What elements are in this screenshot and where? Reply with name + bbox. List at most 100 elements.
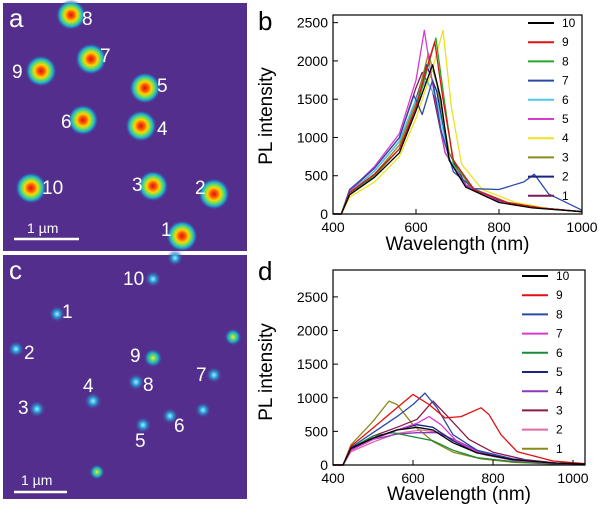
spot-2 bbox=[198, 178, 230, 210]
unlabeled-spot bbox=[224, 328, 242, 346]
spot-10 bbox=[15, 172, 47, 204]
panel-c-scale-bar-label: 1 µm bbox=[21, 472, 52, 488]
legend-label-6: 6 bbox=[562, 93, 569, 107]
spot-label-8: 8 bbox=[82, 9, 93, 30]
y-tick-label: 1500 bbox=[297, 356, 328, 372]
legend-label-3: 3 bbox=[556, 403, 563, 417]
legend-label-8: 8 bbox=[562, 54, 569, 68]
legend-label-5: 5 bbox=[562, 112, 569, 126]
y-tick-label: 1500 bbox=[297, 91, 328, 107]
spot-label-5: 5 bbox=[157, 76, 168, 97]
spot-2 bbox=[7, 340, 25, 358]
series-line-4 bbox=[333, 29, 583, 215]
legend-label-9: 9 bbox=[562, 35, 569, 49]
unlabeled-spot bbox=[89, 464, 105, 480]
legend-label-6: 6 bbox=[556, 346, 563, 360]
panel-a-scale-bar-label: 1 µm bbox=[27, 220, 58, 236]
legend-label-4: 4 bbox=[562, 131, 569, 145]
unlabeled-spot bbox=[166, 249, 184, 267]
spot-9 bbox=[25, 55, 57, 87]
x-axis-label: Wavelength (nm) bbox=[387, 484, 531, 505]
legend-label-7: 7 bbox=[556, 327, 563, 341]
x-tick-label: 400 bbox=[321, 219, 345, 235]
spot-5 bbox=[134, 416, 152, 434]
panel-a-background bbox=[3, 3, 247, 251]
spot-label-6: 6 bbox=[61, 112, 72, 133]
spot-6 bbox=[67, 104, 99, 136]
chart-b-series bbox=[333, 29, 583, 215]
legend-label-1: 1 bbox=[556, 442, 563, 456]
spot-label-2: 2 bbox=[24, 343, 35, 364]
legend-label-2: 2 bbox=[556, 423, 563, 437]
y-tick-label: 1000 bbox=[297, 129, 328, 145]
y-tick-label: 2500 bbox=[297, 289, 328, 305]
spot-label-8: 8 bbox=[143, 375, 154, 396]
spot-label-6: 6 bbox=[174, 416, 185, 437]
spot-3 bbox=[28, 400, 46, 418]
x-tick-label: 1000 bbox=[557, 470, 588, 486]
legend-label-4: 4 bbox=[556, 384, 563, 398]
chart-b-frame bbox=[332, 14, 583, 215]
x-tick-label: 800 bbox=[481, 470, 505, 486]
spot-label-2: 2 bbox=[195, 178, 206, 199]
series-line-9 bbox=[333, 41, 583, 215]
y-tick-label: 0 bbox=[320, 206, 328, 222]
spot-7 bbox=[205, 366, 223, 384]
x-axis-label: Wavelength (nm) bbox=[386, 234, 530, 255]
legend-label-8: 8 bbox=[556, 307, 563, 321]
series-line-10 bbox=[333, 426, 586, 466]
chart-d-series bbox=[333, 392, 586, 466]
chart-d: d 400 600 800 1000 0 500 1000 1500 2000 2500 Wavel… bbox=[256, 256, 589, 505]
spot-label-1: 1 bbox=[62, 302, 73, 323]
panel-c-letter: c bbox=[9, 255, 22, 285]
x-tick-label: 600 bbox=[404, 219, 428, 235]
spot-3 bbox=[137, 170, 169, 202]
spot-label-10: 10 bbox=[123, 269, 144, 290]
y-tick-label: 1000 bbox=[297, 390, 328, 406]
spot-1 bbox=[48, 305, 66, 323]
spot-4 bbox=[125, 110, 157, 142]
panel-a-spots: 1 2 3 4 5 6 78 9 10 bbox=[12, 0, 230, 252]
y-tick-label: 2000 bbox=[297, 323, 328, 339]
y-tick-label: 2500 bbox=[297, 15, 328, 31]
series-line-5 bbox=[333, 29, 583, 215]
y-tick-label: 2000 bbox=[297, 53, 328, 69]
legend-label-7: 7 bbox=[562, 74, 569, 88]
panel-c-spots: 1 2 3 4 5 6 7 89 10 bbox=[7, 249, 242, 480]
legend-label-5: 5 bbox=[556, 365, 563, 379]
spot-label-9: 9 bbox=[12, 62, 23, 83]
legend-label-10: 10 bbox=[556, 269, 570, 283]
spot-1 bbox=[166, 220, 198, 252]
legend-label-9: 9 bbox=[556, 288, 563, 302]
spot-4 bbox=[83, 391, 103, 411]
spot-label-4: 4 bbox=[83, 376, 94, 397]
y-tick-label: 500 bbox=[305, 423, 329, 439]
x-tick-label: 1000 bbox=[566, 219, 597, 235]
spot-10 bbox=[144, 270, 162, 288]
series-line-7 bbox=[333, 415, 586, 466]
x-tick-label: 400 bbox=[321, 470, 345, 486]
panel-c-image: c 1 2 3 4 5 6 7 89 10 1 µm bbox=[3, 249, 247, 499]
series-line-3 bbox=[333, 52, 583, 215]
x-tick-label: 800 bbox=[487, 219, 511, 235]
spot-8 bbox=[55, 0, 87, 31]
legend-label-2: 2 bbox=[562, 170, 569, 184]
spot-5 bbox=[129, 72, 161, 104]
y-tick-label: 500 bbox=[305, 168, 329, 184]
unlabeled-spot bbox=[194, 401, 212, 419]
chart-b: b 400 600 800 1000 0 500 1000 1500 2000 2500 Wavel… bbox=[256, 6, 598, 255]
series-line-10 bbox=[333, 64, 583, 215]
legend-label-1: 1 bbox=[562, 189, 569, 203]
y-tick-label: 0 bbox=[320, 457, 328, 473]
chart-b-letter: b bbox=[258, 6, 272, 36]
spot-label-10: 10 bbox=[42, 178, 63, 199]
y-axis-label: PL intensity bbox=[256, 67, 277, 165]
spot-6 bbox=[161, 407, 179, 425]
spot-8 bbox=[127, 373, 145, 391]
panel-a-letter: a bbox=[9, 3, 24, 33]
spot-label-7: 7 bbox=[196, 365, 207, 386]
chart-d-letter: d bbox=[258, 256, 272, 286]
spot-label-9: 9 bbox=[130, 346, 141, 367]
spot-label-1: 1 bbox=[161, 220, 172, 241]
